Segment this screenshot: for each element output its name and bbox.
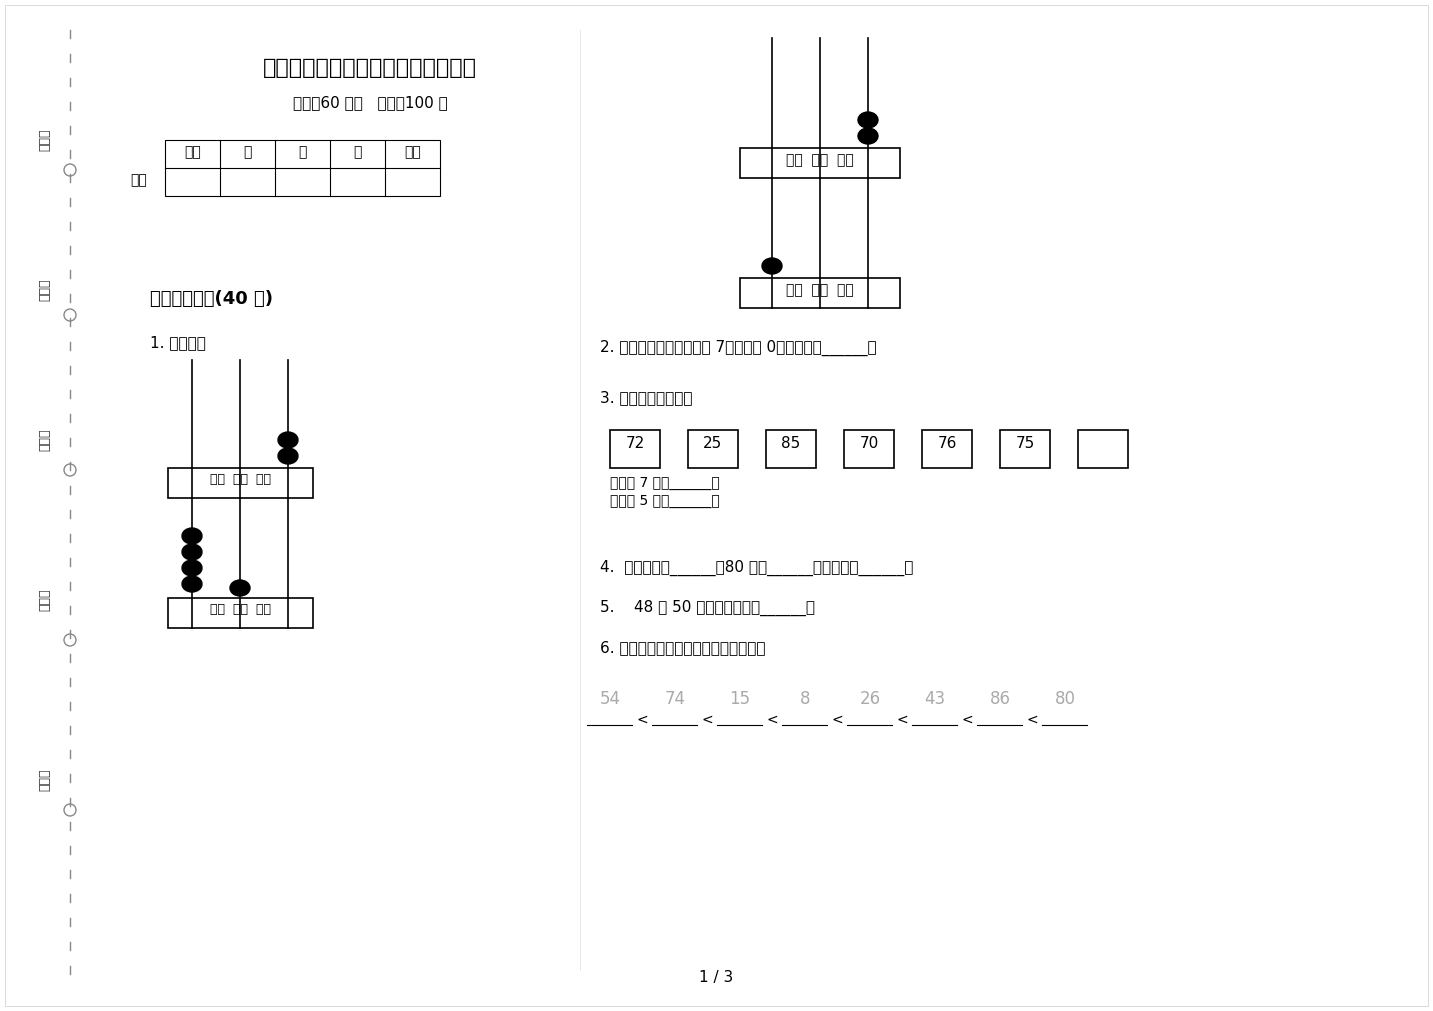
Bar [165,140,440,196]
Text: 精选混合一年级下学期数学期末试卷: 精选混合一年级下学期数学期末试卷 [264,58,477,78]
Text: 个位是 5 的数______。: 个位是 5 的数______。 [610,494,719,508]
Text: 72: 72 [625,436,645,451]
Ellipse shape [182,528,202,544]
Bar [610,430,661,468]
Text: 十位是 7 的数______；: 十位是 7 的数______； [610,476,719,490]
Circle shape [64,634,76,646]
Ellipse shape [231,580,249,596]
Text: 1. 看图写数: 1. 看图写数 [150,335,206,350]
Text: 86: 86 [990,690,1010,708]
Text: <: < [767,713,778,727]
Ellipse shape [278,448,298,464]
Ellipse shape [182,576,202,592]
Text: 百位  十位  个位: 百位 十位 个位 [209,473,271,486]
Text: 班级：: 班级： [39,588,52,612]
Ellipse shape [182,560,202,576]
Text: 姓名：: 姓名： [39,429,52,451]
Text: 百位  十位  个位: 百位 十位 个位 [209,603,271,616]
Text: 2. 一个两位数，最高位是 7，其余是 0，这个数是______。: 2. 一个两位数，最高位是 7，其余是 0，这个数是______。 [600,340,877,356]
Text: 得分: 得分 [130,173,146,187]
Text: 一、基础练习(40 分): 一、基础练习(40 分) [150,290,274,308]
Ellipse shape [762,258,782,274]
Text: 26: 26 [860,690,880,708]
Text: 时间：60 分钟   满分：100 分: 时间：60 分钟 满分：100 分 [292,95,447,110]
Bar [921,430,972,468]
Text: 百位  十位  个位: 百位 十位 个位 [787,153,854,167]
Ellipse shape [278,432,298,448]
Circle shape [64,309,76,321]
Text: 8: 8 [800,690,810,708]
Text: 54: 54 [599,690,620,708]
Bar [1000,430,1050,468]
Text: 3. 选一选，填一填。: 3. 选一选，填一填。 [600,390,692,405]
Text: 80: 80 [1055,690,1076,708]
Text: 5.    48 和 50 中间的一个数是______。: 5. 48 和 50 中间的一个数是______。 [600,600,815,616]
Text: 43: 43 [924,690,946,708]
Text: 15: 15 [729,690,751,708]
Text: <: < [1026,713,1039,727]
Text: 一: 一 [244,145,252,159]
Text: 85: 85 [781,436,801,451]
Text: 百位  十位  个位: 百位 十位 个位 [787,283,854,297]
Circle shape [64,464,76,476]
Bar [168,598,312,628]
Bar [168,468,312,498]
Text: 学校：: 学校： [39,768,52,792]
Text: 考场：: 考场： [39,279,52,301]
Text: 总分: 总分 [404,145,421,159]
Text: 题号: 题号 [183,145,201,159]
Text: 考号：: 考号： [39,128,52,152]
Bar [688,430,738,468]
Bar [844,430,894,468]
Text: 25: 25 [704,436,722,451]
Text: 1 / 3: 1 / 3 [699,970,734,985]
Text: 6. 将下面的数按从小到大的顺序排列。: 6. 将下面的数按从小到大的顺序排列。 [600,640,765,655]
Circle shape [64,164,76,176]
Bar [767,430,815,468]
Ellipse shape [858,128,878,144]
Bar [739,148,900,178]
Text: 4.  七十五写作______，80 读作______，一百写作______。: 4. 七十五写作______，80 读作______，一百写作______。 [600,560,913,576]
Text: 三: 三 [354,145,361,159]
Text: <: < [962,713,973,727]
Text: <: < [702,713,714,727]
Text: <: < [897,713,909,727]
Bar [739,278,900,308]
Text: 75: 75 [1016,436,1035,451]
Text: <: < [636,713,648,727]
Text: 76: 76 [937,436,957,451]
Text: <: < [831,713,843,727]
Bar [1078,430,1128,468]
Text: 74: 74 [665,690,685,708]
Ellipse shape [858,112,878,128]
Ellipse shape [182,544,202,560]
Circle shape [64,804,76,816]
Text: 70: 70 [860,436,878,451]
Text: 二: 二 [298,145,307,159]
